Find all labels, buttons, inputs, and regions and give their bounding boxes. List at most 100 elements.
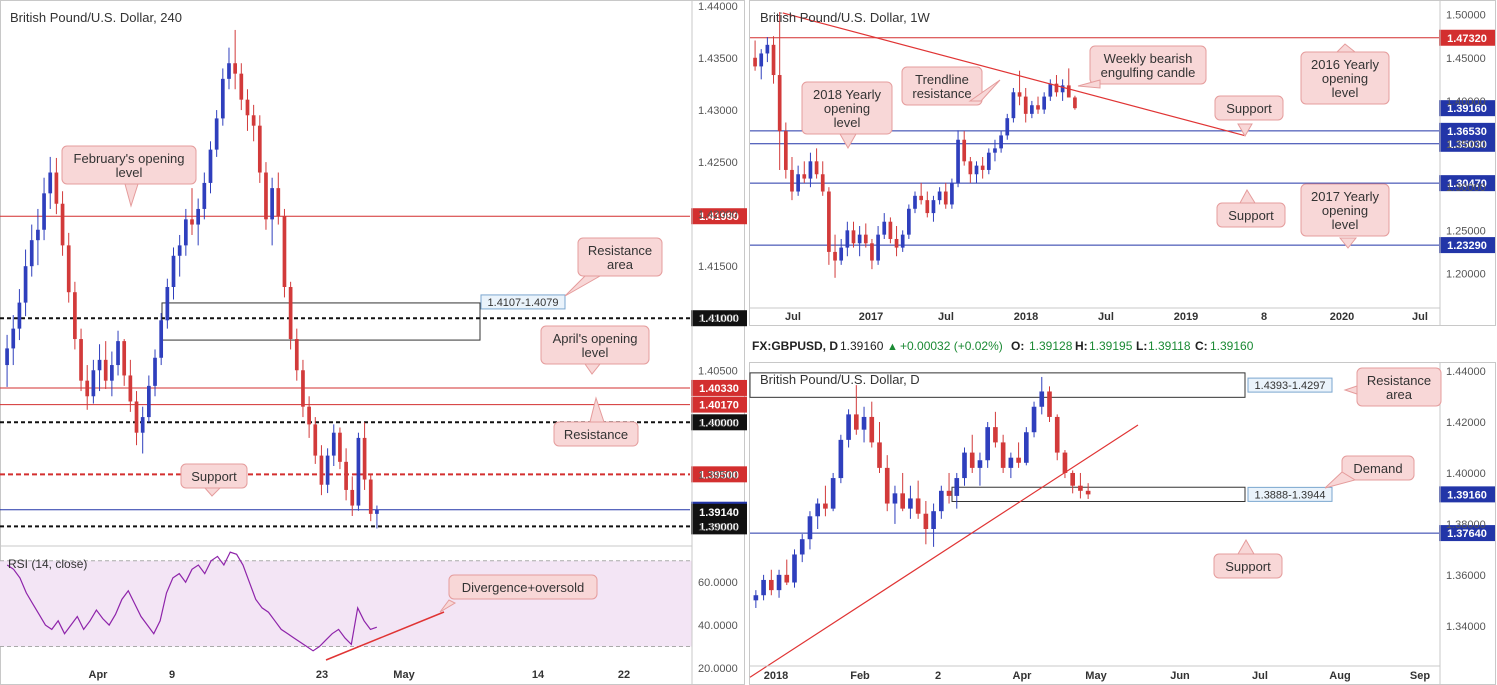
h4-x-tick: 9: [169, 669, 175, 681]
h4-callout-text: February's opening: [74, 151, 185, 166]
w1-y-tick: 1.30000: [1446, 182, 1486, 194]
w1-candle-body: [851, 230, 856, 244]
h4-candle-body: [165, 286, 170, 321]
h4-candle-body: [153, 357, 157, 386]
w1-candle-body: [876, 234, 880, 261]
h4-candle-body: [362, 437, 367, 480]
w1-candle-body: [980, 165, 985, 170]
d1-zone-label: 1.3888-1.3944: [1255, 489, 1326, 501]
d1-candle-body: [815, 503, 820, 517]
h4-candle-body: [85, 380, 90, 397]
d1-candle-body: [823, 503, 828, 509]
d1-y-tick: 1.38000: [1446, 519, 1486, 531]
h4-candle-body: [79, 339, 83, 381]
w1-price-tag: [1439, 175, 1495, 192]
w1-candle-body: [968, 161, 973, 175]
w1-candle-body: [845, 230, 850, 248]
h4-candle-body: [183, 219, 188, 246]
h4-candle-body: [325, 455, 330, 485]
h4-candle-body: [202, 182, 207, 209]
h4-candle-body: [338, 432, 342, 462]
h4-callout-pointer: [439, 599, 457, 613]
d1-x-tick: Jun: [1170, 670, 1190, 682]
h4-y-tick: 1.44000: [698, 1, 738, 13]
h4-price-tag: [691, 208, 747, 225]
w1-candle-body: [839, 247, 844, 261]
d1-trendline-path: [749, 424, 1139, 678]
d1-candle-body: [931, 511, 936, 530]
w1-price-tag-label: 1.47320: [1447, 33, 1487, 45]
h4-callout-pointer: [584, 363, 602, 375]
w1-callout: [1300, 183, 1390, 237]
ohlc-symbol: FX:GBPUSD, D: [752, 339, 838, 353]
rsi-series-line: [6, 551, 378, 652]
h4-candle-body: [54, 172, 59, 204]
h4-candle-body: [214, 118, 219, 150]
w1-y-tick: 1.25000: [1446, 225, 1486, 237]
d1-candle-body: [869, 416, 875, 443]
w1-candle-body: [783, 131, 788, 170]
w1-price-tag: [1439, 237, 1495, 254]
d1-candle-body: [1047, 391, 1052, 417]
w1-callout-pointer: [1237, 123, 1253, 137]
w1-candle-body: [863, 234, 868, 244]
w1-candle-body: [962, 139, 967, 162]
h4-candle-body: [375, 509, 379, 514]
w1-candle-body: [1005, 118, 1010, 136]
w1-callout-text: level: [1332, 217, 1359, 232]
d1-candle-body: [923, 513, 929, 530]
w1-candle-body: [1017, 92, 1022, 97]
w1-price-tag-label: 1.30470: [1447, 178, 1487, 190]
d1-price-tag-label: 1.39160: [1447, 489, 1487, 501]
w1-callout-pointer: [1239, 188, 1256, 204]
h4-candle-body: [233, 63, 237, 74]
d1-callout-pointer: [1324, 471, 1357, 489]
h4-callout-text: April's opening: [553, 331, 638, 346]
d1-candle-body: [861, 416, 867, 430]
d1-zone-box: [749, 372, 1246, 398]
w1-callout-text: opening: [1322, 203, 1368, 218]
h4-price-tag: [691, 414, 747, 431]
h4-candle-body: [270, 188, 274, 220]
d1-candle-body: [946, 490, 952, 496]
d1-levels: 1.39160 1.37640: [750, 486, 1495, 542]
w1-x-tick: 2018: [1014, 311, 1038, 323]
d1-candle-body: [962, 452, 967, 479]
up-arrow-icon: ▲: [887, 341, 898, 353]
d1-candles: [753, 376, 1091, 608]
d1-trendline: [749, 424, 1139, 678]
w1-candle-body: [820, 174, 825, 192]
d1-candle-body: [846, 414, 851, 440]
d1-zones: 1.4393-1.4297 1.3888-1.3944: [749, 372, 1333, 503]
d1-panel: [749, 362, 1496, 685]
h4-candle-body: [66, 245, 71, 293]
w1-callout-text: level: [834, 115, 861, 130]
w1-candle-body: [759, 53, 764, 67]
w1-candle-body: [950, 182, 954, 205]
d1-y-tick: 1.40000: [1446, 468, 1486, 480]
h4-price-tag-label: 1.40330: [699, 383, 739, 395]
ohlc-close: 1.39160: [1210, 339, 1254, 353]
w1-candle-body: [1030, 105, 1034, 114]
rsi-line: [6, 551, 445, 661]
h4-candle-body: [239, 73, 244, 100]
w1-candle-body: [827, 191, 831, 252]
d1-y-tick: 1.36000: [1446, 570, 1486, 582]
h4-price-tag-label: 1.39500: [699, 469, 739, 481]
h4-candle-body: [91, 370, 96, 397]
d1-candle-body: [1031, 406, 1037, 433]
w1-price-tag-label: 1.39160: [1447, 103, 1487, 115]
w1-x-tick: Jul: [1098, 311, 1114, 323]
w1-candle-body: [771, 44, 776, 76]
h4-candle-body: [319, 455, 324, 485]
w1-y-tick: 1.35000: [1446, 139, 1486, 151]
h4-candle-body: [11, 328, 16, 349]
w1-candle-body: [796, 174, 800, 192]
h4-candle-body: [36, 229, 40, 241]
d1-price-tag: [1439, 486, 1495, 503]
w1-candle-body: [765, 44, 770, 54]
w1-candle-body: [919, 195, 923, 201]
h4-candle-body: [147, 385, 151, 418]
w1-callout-text: opening: [1322, 71, 1368, 86]
h4-x-tick: 14: [532, 669, 545, 681]
